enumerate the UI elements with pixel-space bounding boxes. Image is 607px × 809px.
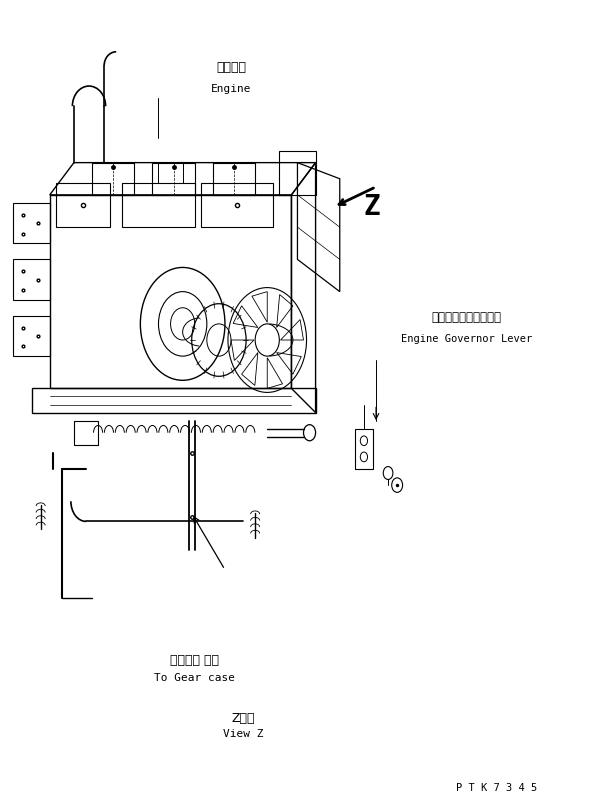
Text: View Z: View Z	[223, 729, 263, 739]
Bar	[122, 183, 195, 227]
Text: Engine Governor Lever: Engine Governor Lever	[401, 334, 532, 344]
Text: P T K 7 3 4 5: P T K 7 3 4 5	[456, 783, 537, 793]
Text: エンジンガバナレバー: エンジンガバナレバー	[432, 311, 501, 324]
Text: Z: Z	[364, 193, 381, 221]
Bar	[13, 203, 50, 244]
Text: ギヤケー スヘ: ギヤケー スヘ	[170, 654, 219, 667]
Bar	[279, 150, 316, 195]
Bar	[13, 260, 50, 299]
Bar	[74, 421, 98, 445]
Bar	[201, 183, 273, 227]
Text: Engine: Engine	[211, 84, 251, 94]
Text: To Gear case: To Gear case	[154, 672, 236, 683]
Bar	[213, 163, 255, 195]
Bar	[92, 163, 134, 195]
Bar	[13, 316, 50, 356]
Bar	[152, 163, 195, 195]
Text: エンジン: エンジン	[216, 61, 246, 74]
Text: Z　視: Z 視	[231, 712, 255, 725]
Bar	[355, 429, 373, 469]
Bar	[56, 183, 110, 227]
